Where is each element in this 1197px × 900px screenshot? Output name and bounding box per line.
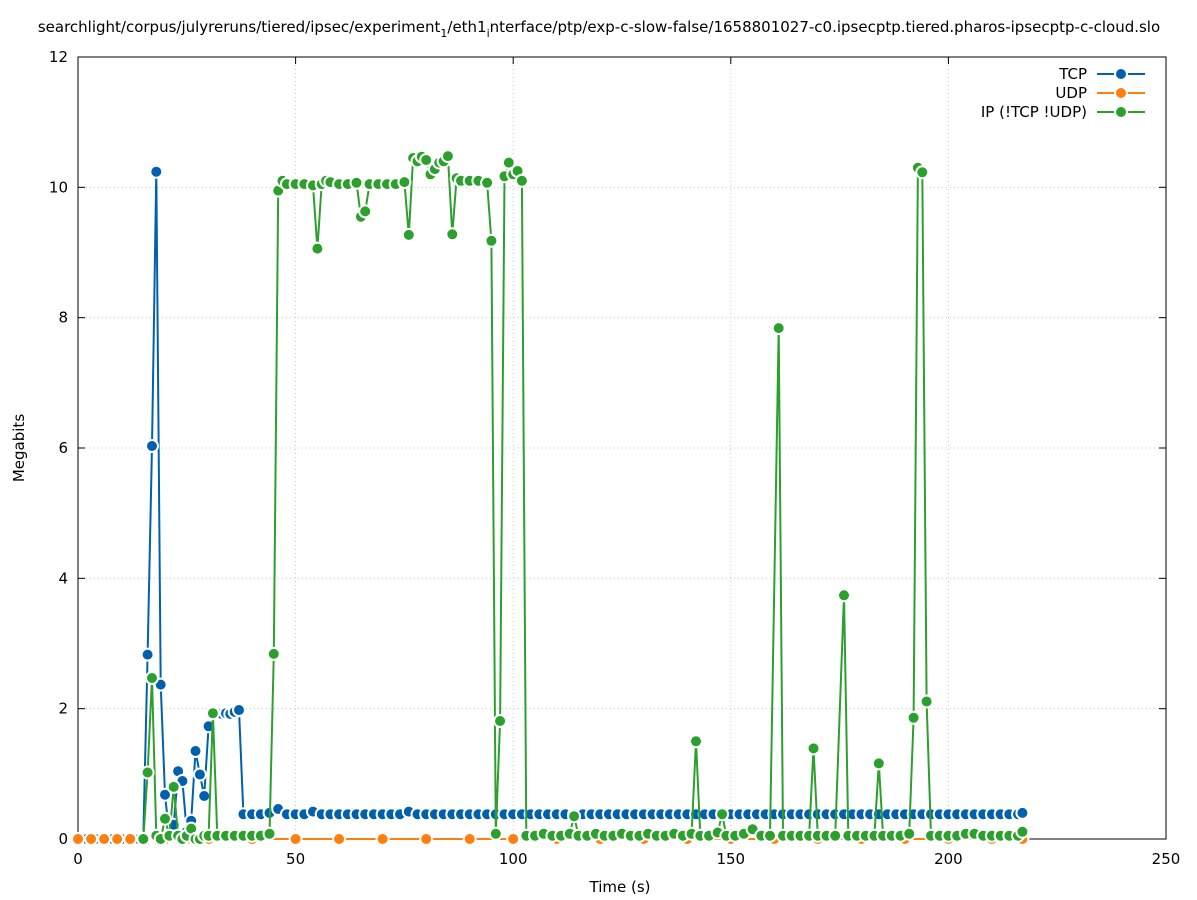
x-tick-label: 100 bbox=[499, 850, 528, 868]
data-point bbox=[136, 832, 151, 846]
data-point bbox=[71, 832, 85, 846]
title-subscript-1: 1 bbox=[440, 27, 447, 40]
x-tick-label: 150 bbox=[716, 850, 745, 868]
legend-label: UDP bbox=[1055, 84, 1087, 102]
data-point bbox=[266, 646, 281, 661]
data-point bbox=[689, 734, 703, 749]
data-point bbox=[232, 703, 246, 717]
y-tick-label: 0 bbox=[58, 830, 68, 848]
data-point bbox=[401, 227, 416, 242]
data-point bbox=[158, 787, 172, 802]
data-point bbox=[419, 153, 434, 167]
data-point bbox=[1015, 805, 1030, 820]
data-point bbox=[375, 832, 390, 846]
data-point bbox=[262, 826, 277, 841]
x-tick-label: 250 bbox=[1152, 850, 1181, 868]
data-point bbox=[140, 647, 155, 662]
data-point bbox=[440, 149, 455, 164]
data-point bbox=[332, 832, 347, 846]
x-tick-label: 0 bbox=[73, 850, 83, 868]
y-axis-label: Megabits bbox=[10, 414, 28, 482]
title-mid: /eth1 bbox=[447, 18, 486, 36]
data-point bbox=[110, 832, 125, 846]
data-point bbox=[506, 832, 521, 846]
grid-lines bbox=[78, 57, 1166, 839]
y-tick-label: 4 bbox=[58, 569, 68, 587]
data-point bbox=[145, 671, 159, 685]
data-point bbox=[358, 204, 373, 219]
series-line bbox=[142, 153, 1024, 841]
data-point bbox=[828, 828, 843, 843]
data-point bbox=[763, 828, 777, 843]
data-point bbox=[188, 744, 203, 758]
data-point bbox=[906, 710, 921, 725]
data-point bbox=[484, 233, 499, 248]
data-point bbox=[149, 164, 164, 179]
legend-label: TCP bbox=[1058, 65, 1087, 83]
data-point bbox=[871, 756, 886, 771]
title-rest: nterface/ptp/exp-c-slow-false/1658801027… bbox=[490, 18, 1160, 36]
axes: 0 50 100 150 200 250 0 2 4 6 8 10 12 bbox=[49, 48, 1180, 868]
data-point bbox=[97, 832, 112, 846]
data-point bbox=[902, 826, 917, 841]
legend-marker bbox=[1114, 67, 1128, 81]
y-tick-label: 6 bbox=[58, 439, 68, 457]
x-tick-label: 200 bbox=[934, 850, 963, 868]
data-point bbox=[166, 779, 181, 794]
title-main: searchlight/corpus/julyreruns/tiered/ips… bbox=[38, 18, 441, 36]
y-tick-label: 10 bbox=[49, 178, 68, 196]
series-3 bbox=[136, 149, 1030, 846]
data-point bbox=[919, 694, 934, 709]
data-point bbox=[567, 809, 582, 824]
legend-marker bbox=[1114, 105, 1128, 119]
data-point bbox=[915, 165, 930, 180]
x-tick-label: 50 bbox=[286, 850, 305, 868]
chart-title: searchlight/corpus/julyreruns/tiered/ips… bbox=[38, 18, 1160, 40]
data-point bbox=[445, 227, 460, 242]
data-point bbox=[480, 175, 495, 190]
data-point bbox=[192, 767, 207, 782]
data-point bbox=[837, 588, 851, 603]
data-point bbox=[158, 811, 172, 826]
data-point bbox=[349, 175, 364, 190]
data-point bbox=[288, 832, 303, 846]
data-point bbox=[140, 765, 155, 780]
data-point bbox=[205, 706, 220, 721]
data-point bbox=[197, 789, 212, 803]
series-1 bbox=[71, 164, 1030, 846]
data-point bbox=[145, 439, 159, 453]
data-point bbox=[84, 832, 99, 846]
data-point bbox=[419, 832, 434, 846]
legend-marker bbox=[1114, 86, 1128, 100]
data-point bbox=[488, 826, 503, 841]
data-point bbox=[1015, 824, 1030, 839]
title-subscript-2: i bbox=[487, 27, 490, 40]
data-point bbox=[514, 173, 529, 188]
data-point bbox=[397, 175, 412, 190]
series-line bbox=[78, 171, 1023, 840]
y-tick-label: 8 bbox=[58, 309, 68, 327]
x-axis-label: Time (s) bbox=[589, 878, 651, 896]
data-point bbox=[501, 155, 516, 170]
y-tick-label: 12 bbox=[49, 48, 68, 66]
data-point bbox=[310, 241, 325, 256]
y-tick-label: 2 bbox=[58, 700, 68, 718]
data-point bbox=[493, 714, 508, 728]
legend-label: IP (!TCP !UDP) bbox=[981, 103, 1087, 121]
data-point bbox=[462, 832, 477, 846]
data-point bbox=[771, 321, 786, 336]
data-point bbox=[806, 741, 821, 756]
series-group bbox=[71, 149, 1030, 846]
data-point bbox=[123, 832, 138, 846]
data-point bbox=[715, 807, 730, 822]
